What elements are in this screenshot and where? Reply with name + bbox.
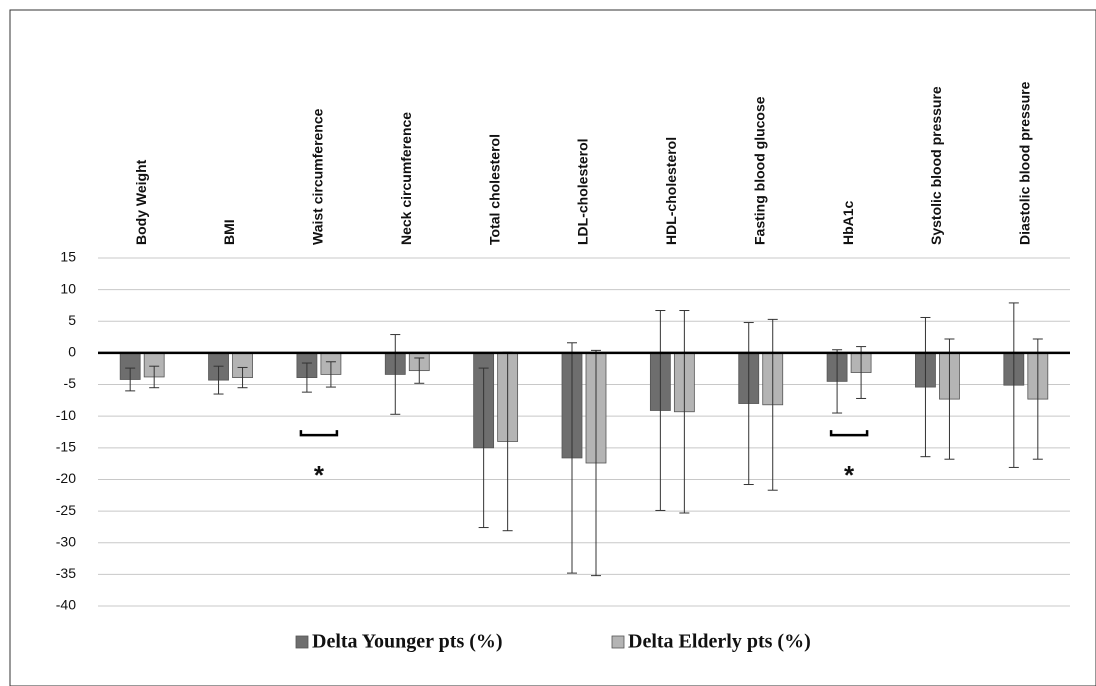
x-category-label: Diastolic blood pressure xyxy=(1017,81,1033,245)
x-category-label: LDL-cholesterol xyxy=(575,138,591,245)
y-tick-label: 0 xyxy=(68,344,76,360)
error-bar xyxy=(213,365,224,395)
error-bar xyxy=(478,367,489,529)
y-tick-label: -10 xyxy=(56,407,76,423)
x-category-label: HDL-cholesterol xyxy=(663,137,679,245)
legend-swatch xyxy=(611,635,625,649)
error-bar xyxy=(832,349,843,414)
error-bar xyxy=(944,338,955,460)
annotation: * xyxy=(314,460,325,490)
x-category-label: Neck circumference xyxy=(398,112,414,245)
error-bar xyxy=(743,322,754,486)
error-bar xyxy=(655,310,666,511)
error-bar xyxy=(149,365,160,389)
significance-bracket xyxy=(829,430,869,437)
x-category-label: Total cholesterol xyxy=(486,134,502,245)
x-category-label: Body Weight xyxy=(133,159,149,245)
annotation: * xyxy=(844,460,855,490)
x-category-label: Fasting blood glucose xyxy=(751,96,767,245)
error-bar xyxy=(920,316,931,458)
x-category-label: Waist circumference xyxy=(310,108,326,245)
x-category-label: Systolic blood pressure xyxy=(928,86,944,245)
y-tick-label: -30 xyxy=(56,533,76,549)
error-bar xyxy=(125,367,136,392)
x-category-label: BMI xyxy=(221,219,237,245)
y-tick-label: 5 xyxy=(68,312,76,328)
error-bar xyxy=(301,362,312,393)
legend-swatch xyxy=(295,635,309,649)
error-bar xyxy=(767,318,778,491)
x-category-label: HbA1c xyxy=(840,200,856,245)
legend-label: Delta Elderly pts (%) xyxy=(628,631,811,653)
error-bar xyxy=(1032,338,1043,460)
y-tick-label: 10 xyxy=(60,280,76,296)
error-bar xyxy=(237,366,248,389)
frame xyxy=(9,9,1096,686)
error-bar xyxy=(591,349,601,577)
y-tick-label: -25 xyxy=(56,502,76,518)
y-tick-label: 15 xyxy=(60,249,76,265)
y-tick-label: -35 xyxy=(56,565,76,581)
legend-label: Delta Younger pts (%) xyxy=(312,631,503,653)
y-tick-label: -40 xyxy=(56,597,76,613)
error-bar xyxy=(1008,302,1019,468)
error-bar xyxy=(414,357,425,384)
y-tick-label: -15 xyxy=(56,439,76,455)
error-bar xyxy=(567,342,577,574)
error-bar xyxy=(856,346,867,399)
error-bar xyxy=(325,361,336,388)
significance-bracket xyxy=(299,430,339,437)
y-tick-label: -20 xyxy=(56,470,76,486)
error-bar xyxy=(390,334,401,415)
y-tick-label: -5 xyxy=(64,375,77,391)
error-bar xyxy=(679,310,690,514)
